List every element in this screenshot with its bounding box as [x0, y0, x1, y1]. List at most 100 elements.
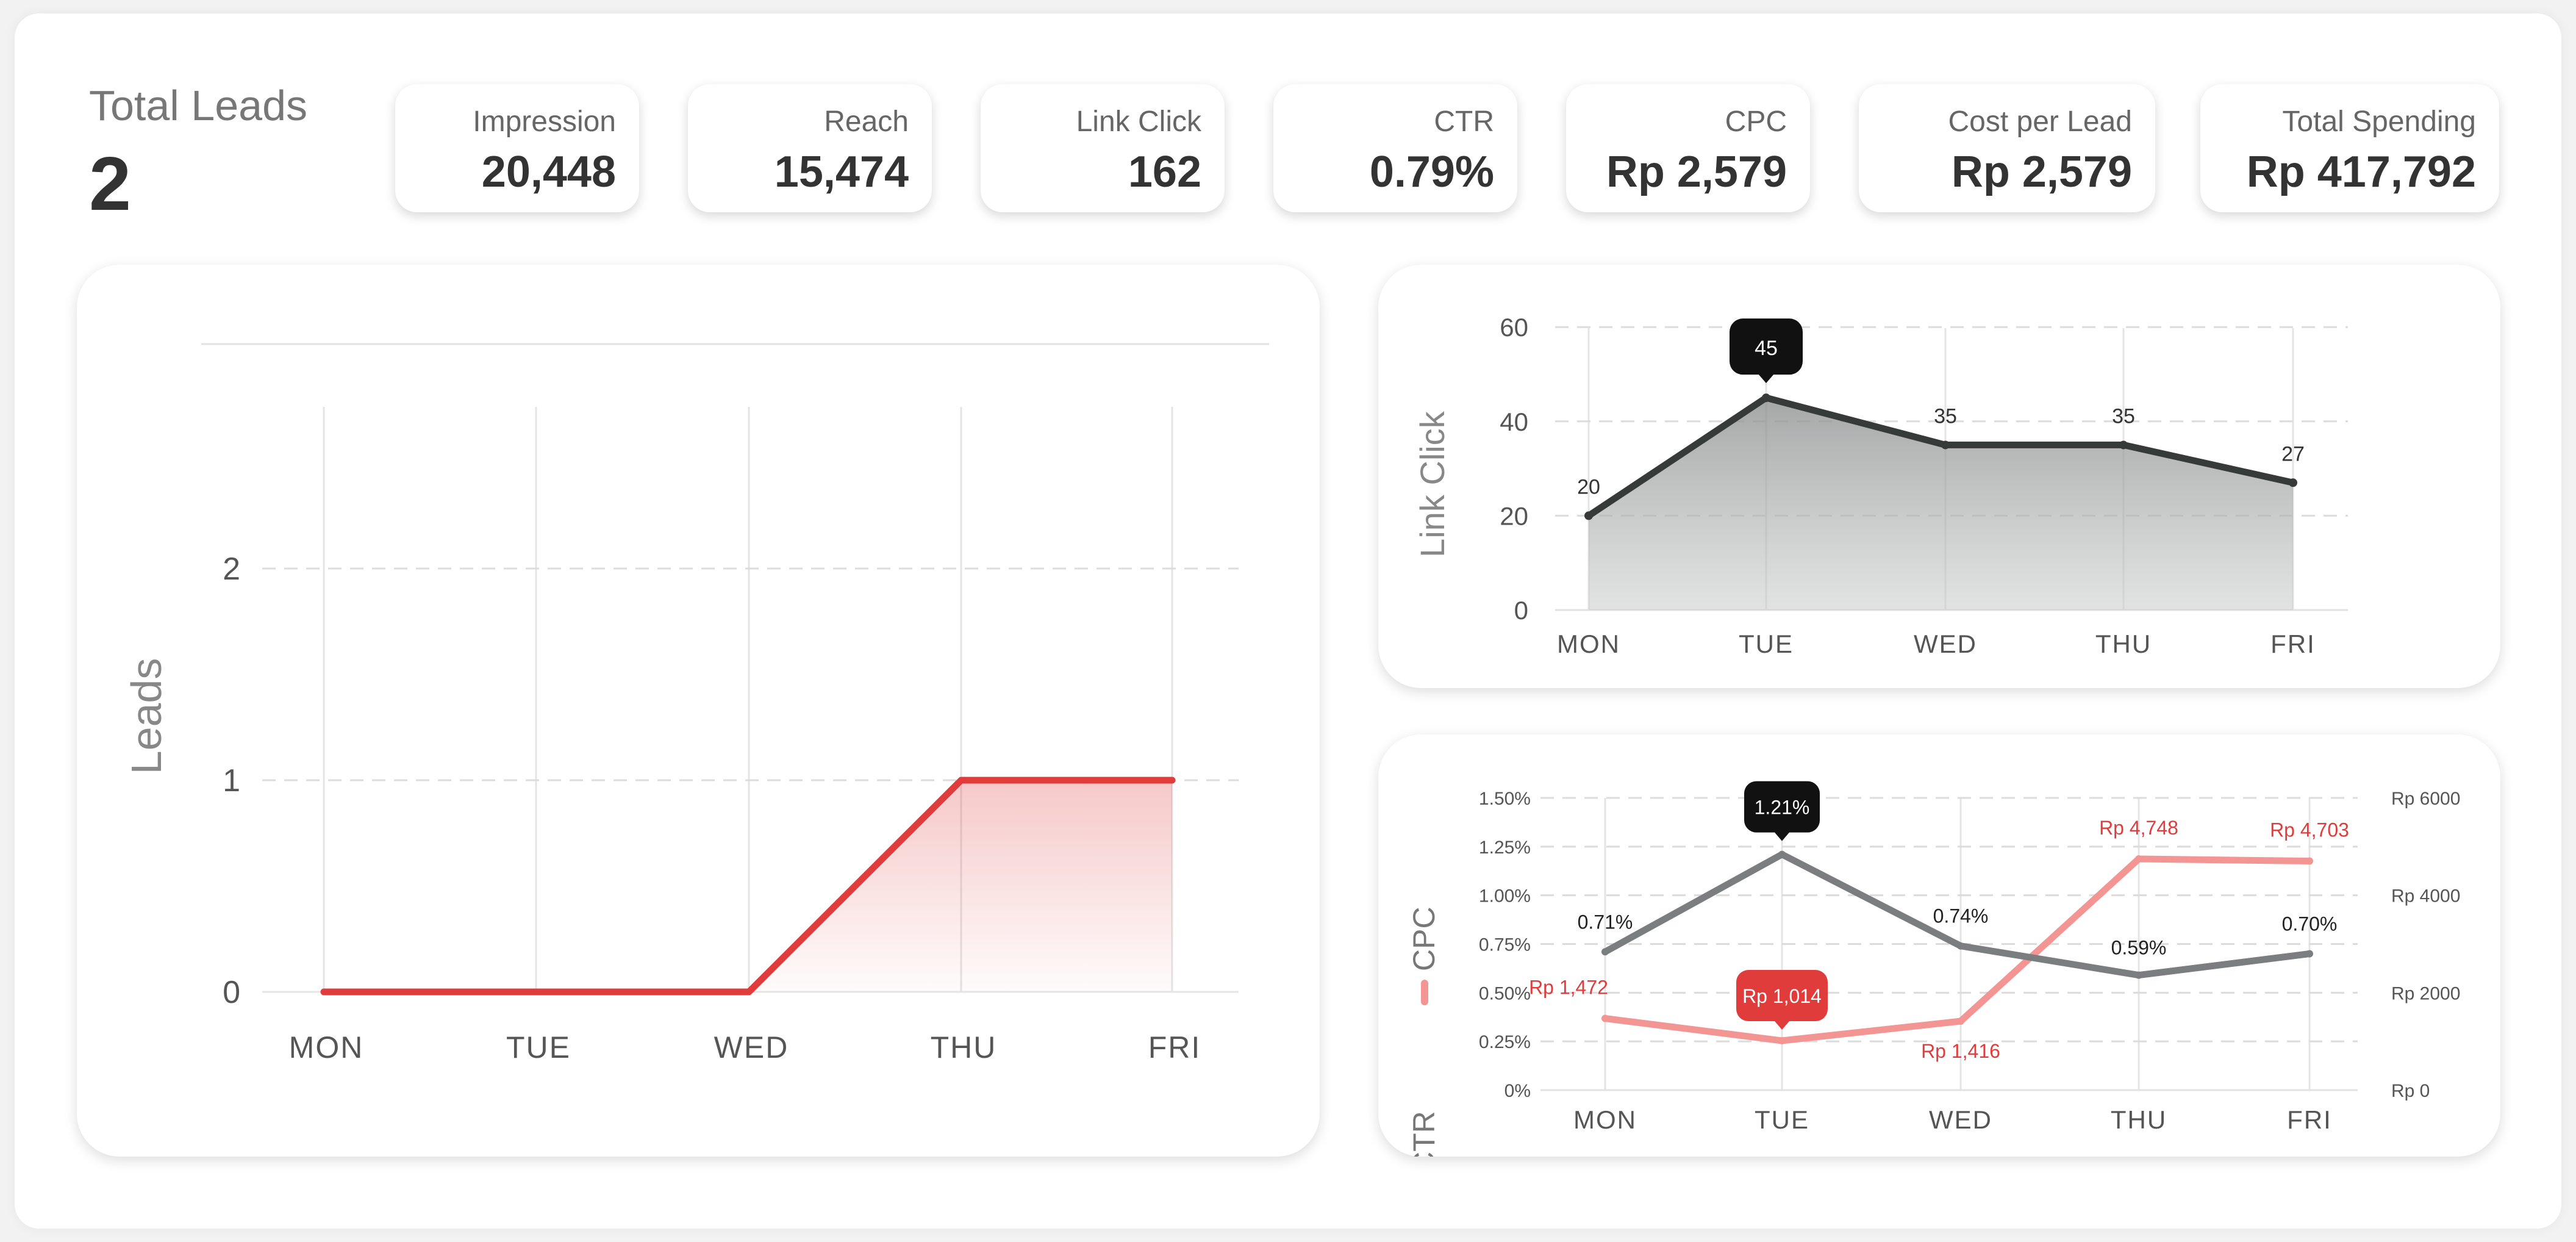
y-axis-title: Link Click: [1413, 411, 1451, 558]
leads-point-fri: [1172, 780, 1173, 781]
data-label-fri: 27: [2281, 442, 2305, 465]
x-tick-label-thu: THU: [2095, 630, 2152, 658]
ctr-point-mon: [1601, 948, 1609, 956]
cpc-label-mon: Rp 1,472: [1529, 976, 1608, 998]
y-tick-label-60: 60: [1500, 313, 1528, 342]
tooltip-value: 45: [1755, 337, 1778, 360]
cpc-point-mon: [1601, 1014, 1609, 1022]
ctr-point-fri: [2306, 950, 2313, 958]
total-leads: Total Leads 2: [89, 84, 307, 222]
kpi-card-ctr[interactable]: CTR 0.79%: [1273, 84, 1517, 212]
leads-point-thu: [961, 780, 962, 781]
cpc-point-thu: [2135, 855, 2142, 863]
y-tick-label-0: 0: [1514, 596, 1528, 625]
y-left-tick-0-25: 0.25%: [1479, 1032, 1531, 1052]
legend: CTR CPC: [1407, 906, 1441, 1208]
x-tick-label-thu: THU: [2111, 1105, 2167, 1134]
kpi-card-link-click[interactable]: Link Click 162: [981, 84, 1225, 212]
x-tick-label-wed: WED: [1914, 630, 1977, 658]
ctr-label-thu: 0.59%: [2111, 937, 2167, 959]
kpi-card-reach[interactable]: Reach 15,474: [688, 84, 932, 212]
x-tick-label-mon: MON: [289, 1030, 364, 1064]
ctr-cpc-chart-card: 0% 0.25% 0.50% 0.75% 1.00% 1.25% 1.50% Rp 0 Rp 2…: [1378, 734, 2500, 1208]
ctr-point-wed: [1957, 942, 1964, 950]
cpc-label-thu: Rp 4,748: [2099, 817, 2178, 839]
kpi-label: CPC: [1725, 106, 1787, 138]
link-click-point-wed: [1941, 440, 1950, 450]
y-right-tick-rp-2000: Rp 2000: [2391, 983, 2460, 1003]
y-tick-label-40: 40: [1500, 407, 1528, 436]
leads-chart: 0 1 2 MON TUE WED THU FRI Leads: [123, 343, 1269, 1064]
link-click-point-thu: [2119, 440, 2128, 450]
kpi-card-cpc[interactable]: CPC Rp 2,579: [1566, 84, 1810, 212]
legend-label-cpc: CPC: [1407, 906, 1441, 971]
leads-point-mon: [323, 991, 324, 993]
ctr-label-wed: 0.74%: [1933, 905, 1989, 927]
data-label-thu: 35: [2112, 404, 2135, 428]
y-axis-title: Leads: [123, 658, 170, 775]
kpi-value: 0.79%: [1369, 148, 1494, 196]
y-left-tick-0: 0%: [1504, 1081, 1531, 1101]
kpi-value: Rp 417,792: [2246, 148, 2476, 196]
x-tick-label-mon: MON: [1557, 630, 1620, 658]
kpi-value: 15,474: [774, 148, 909, 196]
x-tick-label-wed: WED: [1929, 1105, 1992, 1134]
leads-point-tue: [535, 991, 537, 993]
kpi-label: Link Click: [1076, 106, 1201, 138]
link-click-chart-card: 0 20 40 60 MON TUE WED THU FRI Link Click 20 45 35 35…: [1378, 265, 2500, 688]
y-right-tick-rp-0: Rp 0: [2391, 1081, 2430, 1101]
total-leads-value: 2: [89, 142, 131, 226]
kpi-label: Cost per Lead: [1948, 106, 2132, 138]
leads-chart-card: 0 1 2 MON TUE WED THU FRI Leads: [77, 265, 1320, 1157]
x-tick-label-fri: FRI: [2270, 630, 2316, 658]
y-tick-label-2: 2: [223, 551, 240, 587]
cpc-line: [1601, 855, 2313, 1044]
cpc-point-fri: [2306, 857, 2313, 865]
cpc-tooltip-value: Rp 1,014: [1742, 985, 1822, 1007]
y-left-tick-1-00: 1.00%: [1479, 886, 1531, 906]
y-tick-label-1: 1: [223, 763, 240, 799]
ctr-tooltip-value: 1.21%: [1755, 797, 1810, 819]
kpi-value: 162: [1128, 148, 1201, 196]
kpi-card-cost-per-lead[interactable]: Cost per Lead Rp 2,579: [1859, 84, 2155, 212]
data-label-wed: 35: [1934, 404, 1957, 428]
cpc-point-wed: [1957, 1017, 1964, 1025]
kpi-card-impression[interactable]: Impression 20,448: [395, 84, 639, 212]
cpc-point-tue: [1778, 1037, 1786, 1045]
kpi-value: Rp 2,579: [1606, 148, 1787, 196]
y-left-tick-0-50: 0.50%: [1479, 983, 1531, 1003]
y-right-tick-rp-4000: Rp 4000: [2391, 886, 2460, 906]
cpc-tooltip-bubble: [1736, 970, 1828, 1030]
y-left-tick-1-50: 1.50%: [1479, 789, 1531, 809]
link-click-chart: 0 20 40 60 MON TUE WED THU FRI Link Click 20 45 35 35…: [1413, 313, 2348, 658]
kpi-label: Total Spending: [2282, 106, 2476, 138]
ctr-point-thu: [2135, 971, 2142, 979]
kpi-card-total-spending[interactable]: Total Spending Rp 417,792: [2200, 84, 2499, 212]
kpi-label: Reach: [824, 106, 909, 138]
ctr-label-mon: 0.71%: [1578, 911, 1633, 933]
x-tick-label-tue: TUE: [1739, 630, 1794, 658]
ctr-cpc-chart: 0% 0.25% 0.50% 0.75% 1.00% 1.25% 1.50% Rp 0 Rp 2…: [1407, 781, 2460, 1208]
tooltip-bubble: [1730, 318, 1803, 384]
y-left-tick-1-25: 1.25%: [1479, 838, 1531, 858]
x-tick-label-fri: FRI: [2287, 1105, 2332, 1134]
kpi-label: CTR: [1434, 106, 1494, 138]
ctr-label-fri: 0.70%: [2282, 913, 2338, 935]
total-leads-label: Total Leads: [89, 82, 308, 129]
x-tick-label-thu: THU: [931, 1030, 997, 1064]
leads-area: [324, 780, 1172, 992]
legend-label-ctr: CTR: [1407, 1111, 1441, 1157]
y-left-tick-0-75: 0.75%: [1479, 935, 1531, 955]
link-click-point-mon: [1584, 511, 1593, 520]
y-tick-label-0: 0: [223, 975, 240, 1010]
x-tick-label-wed: WED: [714, 1030, 789, 1064]
y-tick-label-20: 20: [1500, 501, 1528, 530]
y-right-tick-rp-6000: Rp 6000: [2391, 789, 2460, 809]
x-tick-label-tue: TUE: [506, 1030, 571, 1064]
link-click-area: [1589, 398, 2293, 610]
link-click-point-tue: [1762, 393, 1770, 403]
x-tick-label-fri: FRI: [1148, 1030, 1201, 1064]
kpi-label: Impression: [473, 106, 616, 138]
x-tick-label-mon: MON: [1573, 1105, 1637, 1134]
kpi-value: Rp 2,579: [1951, 148, 2132, 196]
